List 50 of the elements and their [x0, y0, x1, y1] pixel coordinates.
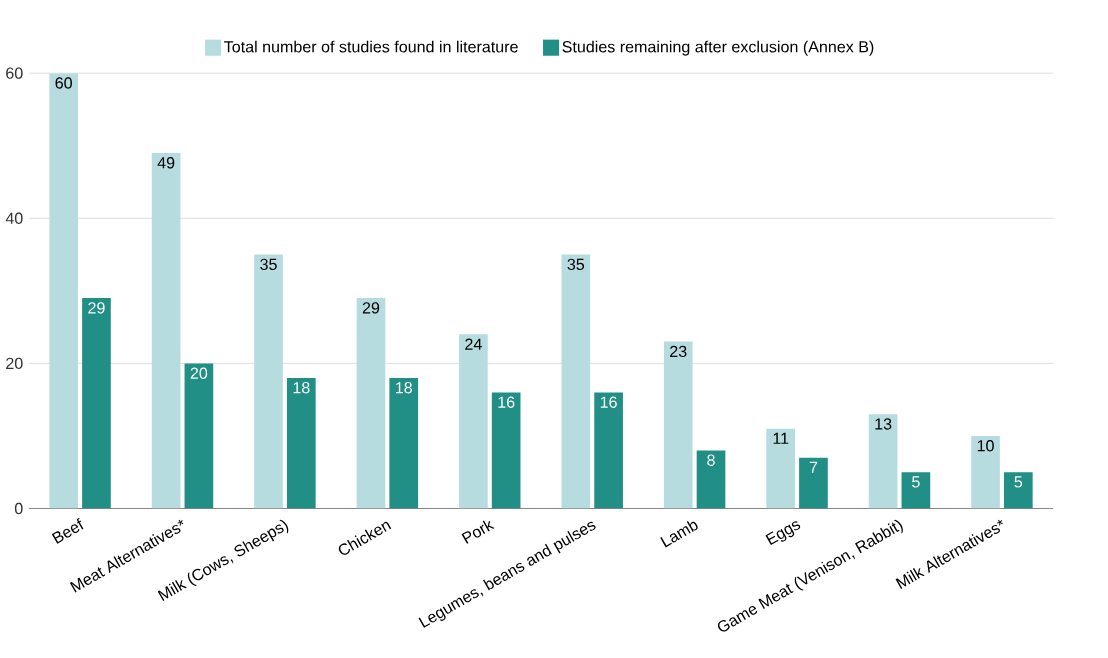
- bar: [286, 377, 316, 509]
- bar: [491, 392, 521, 509]
- data-label: 49: [157, 156, 175, 169]
- bar: [356, 297, 386, 509]
- data-label: 29: [362, 301, 380, 314]
- bar: [799, 457, 828, 509]
- bar: [971, 435, 1000, 509]
- bar: [459, 334, 488, 509]
- x-tick-label: Lamb: [660, 520, 698, 548]
- data-label: 35: [260, 258, 277, 270]
- y-tick-label: 60: [6, 67, 23, 79]
- x-tick-label: Pork: [461, 520, 495, 544]
- data-label: 16: [498, 396, 515, 408]
- bar: [696, 450, 726, 509]
- data-label: 35: [567, 258, 585, 270]
- data-label: 29: [88, 301, 105, 314]
- bar: [594, 392, 623, 509]
- y-tick-label: 0: [14, 502, 23, 514]
- bar: [561, 254, 591, 509]
- y-tick-label: 40: [5, 212, 23, 224]
- bar: [766, 428, 796, 509]
- data-label: 7: [809, 461, 818, 473]
- data-label: 16: [600, 396, 617, 408]
- bar: [901, 471, 931, 509]
- data-label: 60: [55, 77, 72, 89]
- data-label: 18: [396, 381, 412, 394]
- bar: [1003, 471, 1033, 509]
- data-label: 20: [190, 367, 208, 379]
- bar: [184, 363, 214, 509]
- data-label: 5: [1014, 476, 1023, 488]
- data-label: 18: [293, 381, 310, 394]
- bar: [663, 341, 693, 509]
- data-label: 23: [670, 345, 687, 357]
- x-tick-label: Beef: [51, 517, 84, 544]
- bar: [151, 152, 181, 509]
- legend-label: Total number of studies found in literature: [224, 40, 518, 53]
- data-label: 10: [977, 439, 994, 452]
- legend-label: Studies remaining after exclusion (Annex B): [562, 40, 874, 56]
- data-label: 5: [912, 476, 920, 488]
- x-tick-label: Eggs: [765, 521, 801, 545]
- data-label: 11: [773, 432, 789, 444]
- data-label: 24: [465, 338, 482, 350]
- bar: [82, 297, 111, 509]
- bar: [49, 72, 79, 509]
- data-label: 13: [875, 418, 892, 430]
- bar: [868, 413, 898, 509]
- data-label: 8: [707, 454, 715, 466]
- y-tick-label: 20: [6, 357, 23, 369]
- bar: [389, 377, 419, 509]
- bar: [254, 254, 283, 509]
